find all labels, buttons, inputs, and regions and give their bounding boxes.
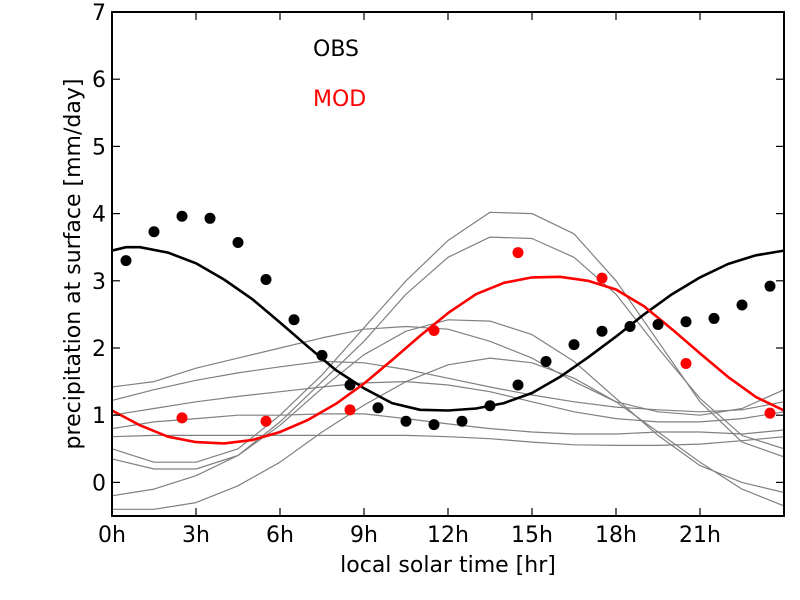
series-1-point-15 — [540, 355, 552, 367]
y-tick-label-3: 3 — [92, 270, 106, 295]
series-2-line — [112, 275, 784, 445]
series-0-line — [112, 245, 784, 412]
series-1-point-12 — [456, 415, 468, 427]
series-1-point-17 — [596, 325, 608, 337]
series-10-line — [112, 381, 784, 423]
series-1-point-19 — [652, 318, 664, 330]
x-axis-label: local solar time [hr] — [340, 553, 556, 578]
series-1-point-14 — [512, 379, 524, 391]
series-1-point-23 — [764, 280, 776, 292]
series-1-point-18 — [624, 320, 636, 332]
series-1-point-16 — [568, 339, 580, 351]
series-3-point-0 — [176, 412, 188, 424]
x-tick-label-2: 6h — [266, 523, 294, 548]
y-tick-label-1: 1 — [92, 404, 106, 429]
y-tick-label-7: 7 — [92, 1, 106, 26]
series-1-point-3 — [204, 212, 216, 224]
series-1-point-10 — [400, 415, 412, 427]
series-1-point-4 — [232, 236, 244, 248]
x-tick-label-3: 9h — [350, 523, 378, 548]
series-3-point-5 — [596, 272, 608, 284]
series-3-point-6 — [680, 357, 692, 369]
series-1-point-11 — [428, 419, 440, 431]
x-tick-label-7: 21h — [679, 523, 721, 548]
series-5-line — [112, 236, 784, 470]
x-tick-label-0: 0h — [98, 523, 126, 548]
x-tick-label-6: 18h — [595, 523, 637, 548]
x-tick-label-4: 12h — [427, 523, 469, 548]
series-1-point-5 — [260, 273, 272, 285]
series-3-point-3 — [428, 325, 440, 337]
series-12-line — [112, 434, 784, 446]
series-1-point-9 — [372, 402, 384, 414]
legend: OBS MOD — [313, 37, 366, 112]
series-1-point-22 — [736, 299, 748, 311]
series-1-point-21 — [708, 312, 720, 324]
legend-entry-mod: MOD — [313, 87, 366, 112]
ticks-layer: 0h 3h 6h 9h 12h 15h 18h 21h 0 1 2 3 4 5 6 7 — [92, 1, 784, 548]
y-tick-label-5: 5 — [92, 135, 106, 160]
series-6-line — [112, 357, 784, 510]
series-4-line — [112, 211, 784, 463]
series-1-point-20 — [680, 316, 692, 328]
series-1-point-7 — [316, 349, 328, 361]
x-tick-label-1: 3h — [182, 523, 210, 548]
legend-entry-obs: OBS — [313, 37, 359, 62]
series-3-point-4 — [512, 247, 524, 259]
series-1-point-13 — [484, 400, 496, 412]
y-tick-label-4: 4 — [92, 203, 106, 228]
y-tick-label-0: 0 — [92, 471, 106, 496]
series-1-point-8 — [344, 379, 356, 391]
series-1-point-6 — [288, 314, 300, 326]
y-axis-label: precipitation at surface [mm/day] — [61, 79, 86, 450]
series-1-point-1 — [148, 226, 160, 238]
y-tick-label-2: 2 — [92, 337, 106, 362]
series-9-line — [112, 360, 784, 413]
y-tick-label-6: 6 — [92, 68, 106, 93]
series-3-point-2 — [344, 404, 356, 416]
series-3-point-7 — [764, 407, 776, 419]
series-layer — [112, 210, 784, 510]
x-tick-label-5: 15h — [511, 523, 553, 548]
series-1-point-2 — [176, 210, 188, 222]
series-11-line — [112, 413, 784, 435]
series-3-point-1 — [260, 415, 272, 427]
series-1-point-0 — [120, 255, 132, 267]
series-8-line — [112, 325, 784, 416]
